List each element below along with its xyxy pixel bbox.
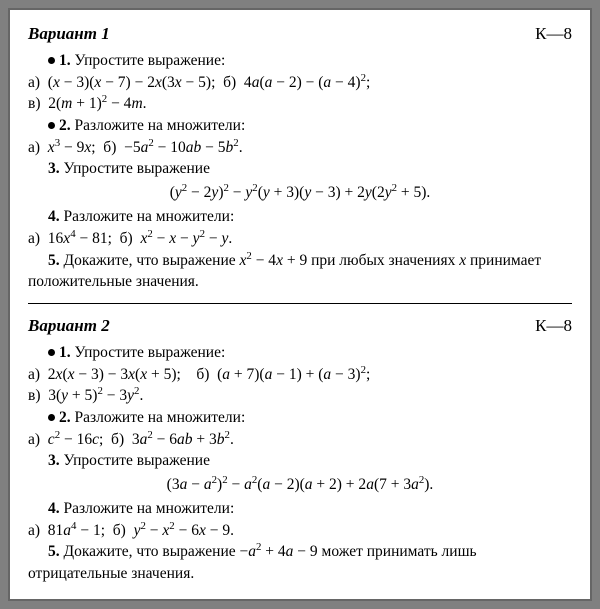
- k-label-1: К—8: [535, 24, 572, 44]
- v2-task1-v: в) 3(y + 5)2 − 3y2.: [28, 385, 572, 407]
- v2-task5: 5. Докажите, что выражение −a2 + 4a − 9 …: [28, 541, 572, 584]
- bullet-icon: [48, 122, 55, 129]
- v1-task1-a: а) (x − 3)(x − 7) − 2x(3x − 5); б) 4a(a …: [28, 72, 572, 94]
- v2-task4-a: а) 81a4 − 1; б) y2 − x2 − 6x − 9.: [28, 520, 572, 542]
- v1-task4-head: 4. Разложите на множители:: [28, 206, 572, 228]
- v2-task3-expr: (3a − a2)2 − a2(a − 2)(a + 2) + 2a(7 + 3…: [28, 476, 572, 494]
- k-label-2: К—8: [535, 316, 572, 336]
- v2-task2-a: а) c2 − 16c; б) 3a2 − 6ab + 3b2.: [28, 429, 572, 451]
- v1-task2-a: а) x3 − 9x; б) −5a2 − 10ab − 5b2.: [28, 137, 572, 159]
- v2-task2-head: 2. Разложите на множители:: [28, 407, 572, 429]
- variant-1: Вариант 1 К—8 1. Упростите выражение: а)…: [28, 24, 572, 293]
- v2-task1-a: а) 2x(x − 3) − 3x(x + 5); б) (a + 7)(a −…: [28, 364, 572, 386]
- variant-2-header: Вариант 2 К—8: [28, 316, 572, 336]
- variant-2: Вариант 2 К—8 1. Упростите выражение: а)…: [28, 316, 572, 585]
- bullet-icon: [48, 57, 55, 64]
- page: Вариант 1 К—8 1. Упростите выражение: а)…: [8, 8, 592, 601]
- outer-frame: Вариант 1 К—8 1. Упростите выражение: а)…: [0, 0, 600, 609]
- variant-2-title: Вариант 2: [28, 316, 110, 336]
- divider: [28, 303, 572, 304]
- v2-task4-head: 4. Разложите на множители:: [28, 498, 572, 520]
- bullet-icon: [48, 349, 55, 356]
- v2-task1-head: 1. Упростите выражение:: [28, 342, 572, 364]
- v1-task5: 5. Докажите, что выражение x2 − 4x + 9 п…: [28, 250, 572, 293]
- v1-task2-head: 2. Разложите на множители:: [28, 115, 572, 137]
- v1-task3-head: 3. Упростите выражение: [28, 158, 572, 180]
- variant-1-title: Вариант 1: [28, 24, 110, 44]
- variant-1-header: Вариант 1 К—8: [28, 24, 572, 44]
- v2-task3-head: 3. Упростите выражение: [28, 450, 572, 472]
- v1-task1-head: 1. Упростите выражение:: [28, 50, 572, 72]
- v1-task3-expr: (y2 − 2y)2 − y2(y + 3)(y − 3) + 2y(2y2 +…: [28, 184, 572, 202]
- bullet-icon: [48, 414, 55, 421]
- v1-task1-v: в) 2(m + 1)2 − 4m.: [28, 93, 572, 115]
- v1-task4-a: а) 16x4 − 81; б) x2 − x − y2 − y.: [28, 228, 572, 250]
